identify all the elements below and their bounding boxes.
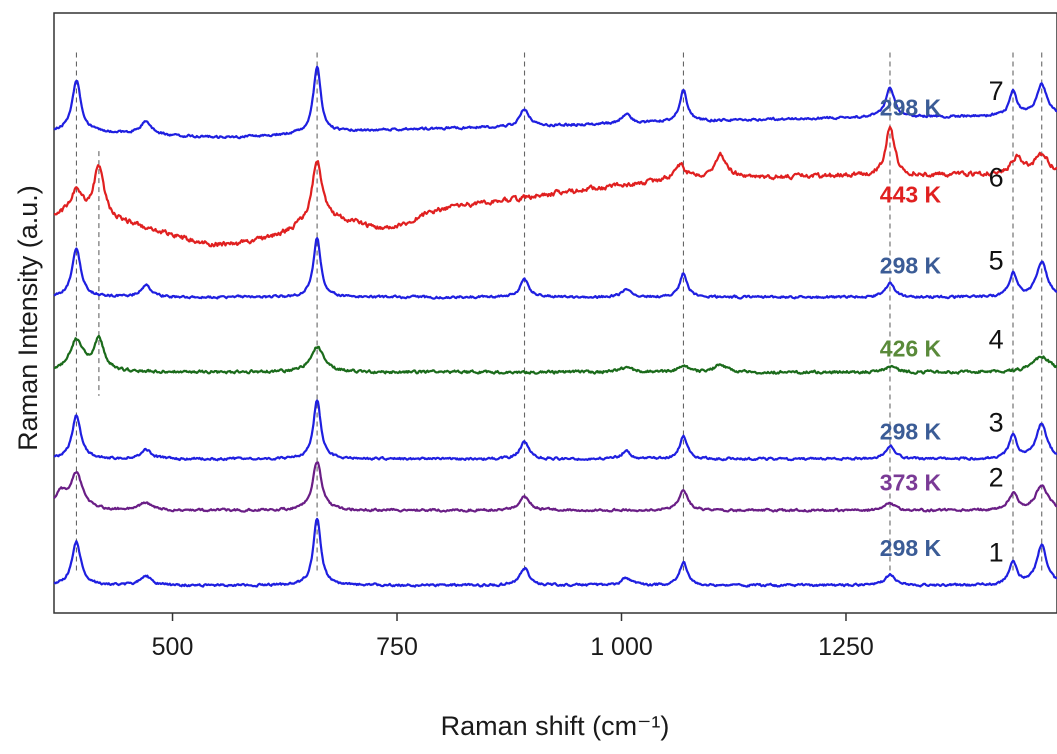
x-tick-label-0: 500 — [152, 633, 194, 661]
series-line-4 — [53, 334, 1057, 375]
temp-label-3: 298 K — [880, 418, 942, 444]
series-line-1 — [53, 517, 1057, 588]
index-label-5: 5 — [989, 246, 1004, 276]
series-line-7 — [53, 65, 1057, 140]
index-label-3: 3 — [989, 407, 1004, 437]
y-axis-title: Raman Intensity (a.u.) — [13, 185, 43, 451]
series-labels: 298 K 1 373 K 2 298 K 3 426 K 4 298 K 5 443 K 6 298 … — [880, 76, 1004, 568]
x-axis-title: Raman shift (cm⁻¹) — [441, 711, 670, 741]
x-tick-label-1: 750 — [376, 633, 418, 661]
x-axis: 500 750 1 000 1250 — [152, 613, 874, 661]
index-label-7: 7 — [989, 76, 1004, 106]
index-label-2: 2 — [989, 463, 1004, 493]
temp-label-1: 298 K — [880, 535, 942, 561]
series-line-6 — [53, 125, 1057, 248]
series-line-5 — [53, 237, 1057, 300]
temp-label-2: 373 K — [880, 470, 942, 496]
temp-label-7: 298 K — [880, 95, 942, 121]
series-line-3 — [53, 399, 1057, 462]
series-line-2 — [53, 461, 1057, 513]
index-label-4: 4 — [989, 325, 1004, 355]
x-tick-label-3: 1250 — [818, 633, 874, 661]
series-group — [53, 65, 1057, 588]
index-label-6: 6 — [989, 163, 1004, 193]
x-tick-label-2: 1 000 — [590, 633, 653, 661]
temp-label-5: 298 K — [880, 253, 942, 279]
index-label-1: 1 — [989, 538, 1004, 568]
temp-label-4: 426 K — [880, 335, 942, 361]
temp-label-6: 443 K — [880, 181, 942, 207]
